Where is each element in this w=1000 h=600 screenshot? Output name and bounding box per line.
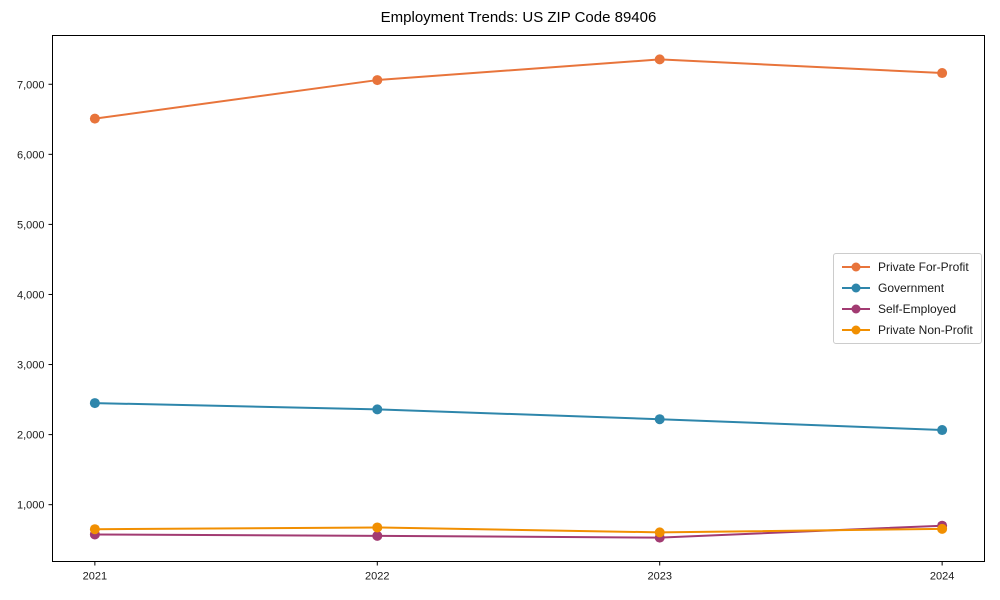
- data-point: [372, 75, 383, 86]
- x-tick-label: 2023: [647, 571, 671, 583]
- series-line-private-non-profit: [93, 526, 944, 534]
- series-line-self-employed: [93, 524, 944, 539]
- legend-entry-self-employed: Self-Employed: [842, 299, 973, 319]
- legend-label: Government: [878, 281, 945, 296]
- data-point: [89, 398, 100, 409]
- data-point: [654, 414, 665, 425]
- y-tick-label: 3,000: [17, 360, 45, 372]
- legend-line-marker-icon: [842, 325, 870, 335]
- chart-title: Employment Trends: US ZIP Code 89406: [380, 9, 657, 26]
- legend-line-marker-icon: [842, 262, 870, 272]
- legend: Private For-Profit Government Self-Emplo…: [833, 253, 982, 344]
- data-point: [654, 527, 665, 538]
- legend-label: Self-Employed: [878, 301, 957, 316]
- y-tick-label: 4,000: [17, 289, 45, 301]
- data-point: [937, 523, 948, 534]
- data-point: [372, 530, 383, 541]
- legend-line-marker-icon: [842, 283, 870, 293]
- data-point: [372, 522, 383, 533]
- data-point: [89, 524, 100, 535]
- legend-label: Private For-Profit: [878, 260, 969, 275]
- y-tick-label: 1,000: [17, 500, 45, 512]
- x-tick-label: 2024: [930, 571, 954, 583]
- legend-entry-private-for-profit: Private For-Profit: [842, 257, 973, 277]
- data-point: [654, 54, 665, 65]
- axes-frame: [52, 35, 985, 562]
- series-line-government: [93, 402, 944, 432]
- y-tick-label: 2,000: [17, 430, 45, 442]
- y-tick-label: 5,000: [17, 219, 45, 231]
- y-tick-label: 6,000: [17, 149, 45, 161]
- legend-label: Private Non-Profit: [878, 322, 973, 337]
- y-tick-label: 7,000: [17, 79, 45, 91]
- x-tick-label: 2022: [365, 571, 389, 583]
- data-point: [937, 68, 948, 79]
- data-point: [937, 425, 948, 436]
- legend-entry-private-non-profit: Private Non-Profit: [842, 320, 973, 340]
- data-point: [89, 113, 100, 124]
- series-line-private-for-profit: [93, 58, 944, 120]
- data-point: [372, 404, 383, 415]
- x-tick-label: 2021: [83, 571, 107, 583]
- legend-entry-government: Government: [842, 278, 973, 298]
- legend-line-marker-icon: [842, 304, 870, 314]
